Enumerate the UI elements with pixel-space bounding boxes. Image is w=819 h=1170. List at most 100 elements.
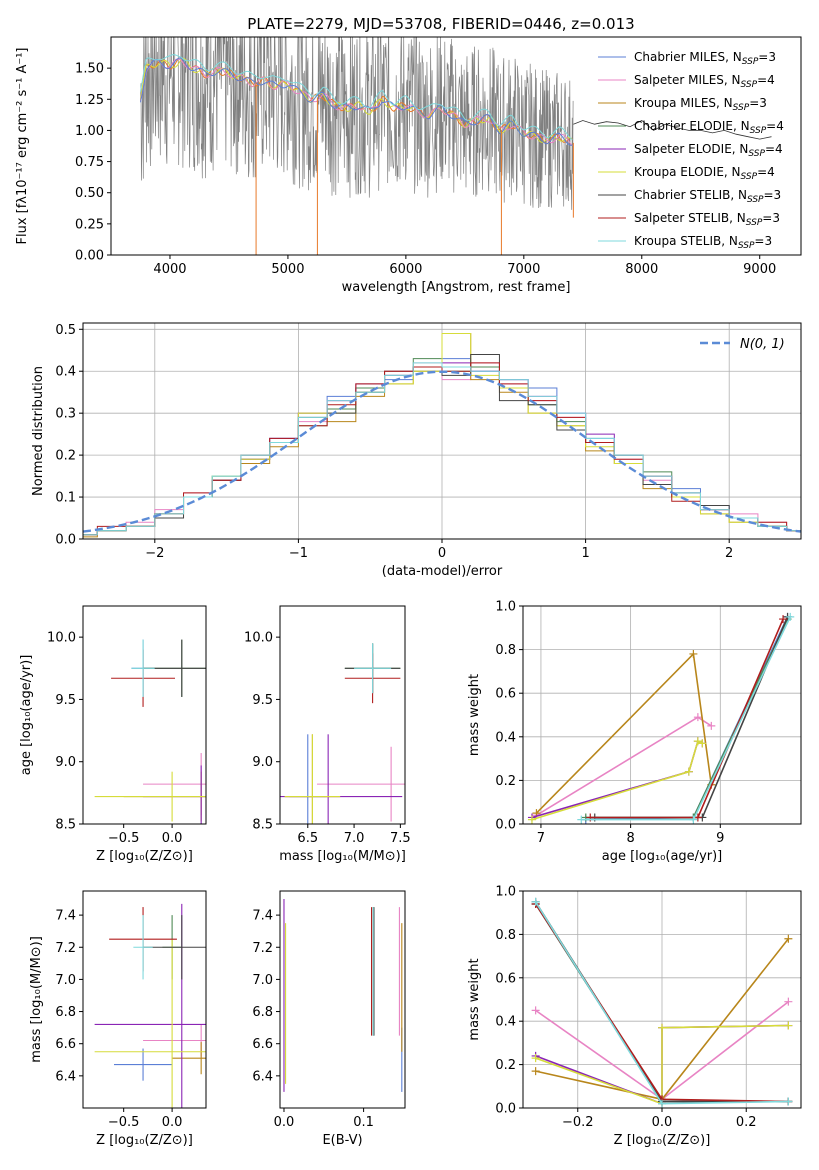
y-tick-label: 0.6 [495,687,516,702]
y-tick-label: 7.2 [55,941,76,956]
y-axis-label: mass weight [467,958,482,1040]
y-tick-label: 1.00 [75,124,104,139]
x-tick-label: 2 [725,546,733,561]
x-tick-label: 0.0 [162,1115,183,1130]
legend-label: Kroupa STELIB, NSSP=3 [634,234,772,251]
y-tick-label: 0.2 [495,1058,516,1073]
y-tick-label: 0.1 [55,491,76,506]
weight-marker [779,615,788,624]
legend-label: Salpeter ELODIE, NSSP=4 [634,142,783,159]
x-tick-label: 4000 [153,262,186,277]
y-tick-label: 0.4 [495,730,516,745]
x-axis-label: mass [log₁₀(M/M⊙)] [279,849,406,864]
y-tick-label: 6.6 [252,1037,273,1052]
y-tick-label: 10.0 [47,631,76,646]
x-tick-label: 7 [537,831,545,846]
legend-label: N(0, 1) [740,337,785,352]
age-vs-z-axes: −0.5 0.0 8.5 9.0 9.5 10.0 Z [log₁₀(Z/Z⊙)] age [… [19,605,207,864]
axes-frame [82,605,207,825]
y-tick-label: 0.4 [495,1015,516,1030]
x-tick-label: −0.5 [108,831,140,846]
legend-label: Salpeter STELIB, NSSP=3 [634,211,780,228]
axes-frame [279,605,406,825]
weight-series [535,1024,789,1105]
weight-marker [531,1054,540,1063]
legend-label: Chabrier ELODIE, NSSP=4 [634,119,784,136]
histogram-series [83,362,801,536]
y-tick-label: 8.5 [252,818,273,833]
x-axis-label: Z [log₁₀(Z/Z⊙)] [96,849,193,864]
y-tick-label: 7.4 [252,909,273,924]
weight-marker [693,737,702,746]
y-tick-label: 10.0 [244,631,273,646]
weight-marker [784,997,793,1006]
y-tick-label: 1.25 [75,93,104,108]
weight-marker [693,713,702,722]
y-tick-label: 0.0 [55,533,76,548]
mass-vs-ebv-axes: 0.0 0.1 6.4 6.6 6.8 7.0 7.2 7.4 E(B-V) [252,890,406,1148]
weight-marker [689,649,698,658]
plot-layer: 4000 5000 6000 7000 8000 90000.000.250.500.75… [15,36,802,1148]
weight-marker [527,815,536,824]
weight-series [536,716,712,816]
x-tick-label: −0.2 [562,1115,594,1130]
weight-marker [698,739,707,748]
weight-marker [784,1097,793,1106]
axes-frame [279,890,406,1109]
x-tick-label: 9000 [743,262,776,277]
weight-marker [658,1023,666,1032]
weight-marker [658,1099,666,1108]
age-vs-mass-axes: 6.5 7.0 7.5 8.5 9.0 9.5 10.0 mass [log₁₀(M/M⊙)] [244,605,411,864]
y-tick-label: 0.50 [75,186,104,201]
x-tick-label: 0.0 [274,1115,295,1130]
y-tick-label: 6.4 [252,1069,273,1084]
weight-series [531,740,703,819]
y-tick-label: 0.25 [75,217,104,232]
y-tick-label: 0.3 [55,407,76,422]
weight-vs-age-axes: 7 8 9 0.0 0.2 0.4 0.6 0.8 1.0 age [log₁₀(age/yr)]… [467,600,802,864]
y-tick-label: 7.2 [252,941,273,956]
axes-frame [82,890,207,1109]
x-tick-label: −2 [145,546,164,561]
y-axis-label: Flux [fλ10⁻¹⁷ erg cm⁻² s⁻¹ A⁻¹] [15,48,30,245]
y-tick-label: 9.5 [252,693,273,708]
y-tick-label: 1.0 [495,600,516,615]
y-tick-label: 6.8 [55,1005,76,1020]
y-tick-label: 0.2 [55,449,76,464]
x-tick-label: 9 [716,831,724,846]
x-tick-label: 8000 [625,262,658,277]
y-tick-label: 8.5 [55,818,76,833]
x-tick-label: −1 [289,546,308,561]
legend-label: Chabrier STELIB, NSSP=3 [634,188,781,205]
x-axis-label: age [log₁₀(age/yr)] [602,849,723,864]
weight-marker [784,1021,793,1030]
y-tick-label: 9.5 [55,693,76,708]
weight-series [585,616,789,821]
weight-series [594,616,789,819]
x-tick-label: 1 [581,546,589,561]
y-tick-label: 6.6 [55,1037,76,1052]
weight-series [531,740,703,821]
legend-label: Salpeter MILES, NSSP=4 [634,73,775,90]
y-tick-label: 0.8 [495,928,516,943]
y-tick-label: 0.00 [75,249,104,264]
legend-label: Chabrier MILES, NSSP=3 [634,50,776,67]
axes-frame [522,890,802,1109]
weight-marker [684,767,693,776]
y-tick-label: 1.0 [495,885,516,900]
y-tick-label: 0.6 [495,971,516,986]
model-spectrum [140,57,573,146]
y-tick-label: 0.5 [55,323,76,338]
weight-lines [531,897,793,1108]
histogram-steps [83,332,801,538]
y-tick-label: 0.0 [495,818,516,833]
y-tick-label: 0.8 [495,643,516,658]
y-axis-label: Normed distribution [31,366,46,496]
weight-marker [786,612,795,621]
x-axis-label: Z [log₁₀(Z/Z⊙)] [96,1133,193,1148]
weight-lines [527,612,795,824]
x-tick-label: 7000 [507,262,540,277]
x-tick-label: 7.5 [390,831,411,846]
y-tick-label: 6.8 [252,1005,273,1020]
x-axis-label: E(B-V) [322,1133,362,1148]
